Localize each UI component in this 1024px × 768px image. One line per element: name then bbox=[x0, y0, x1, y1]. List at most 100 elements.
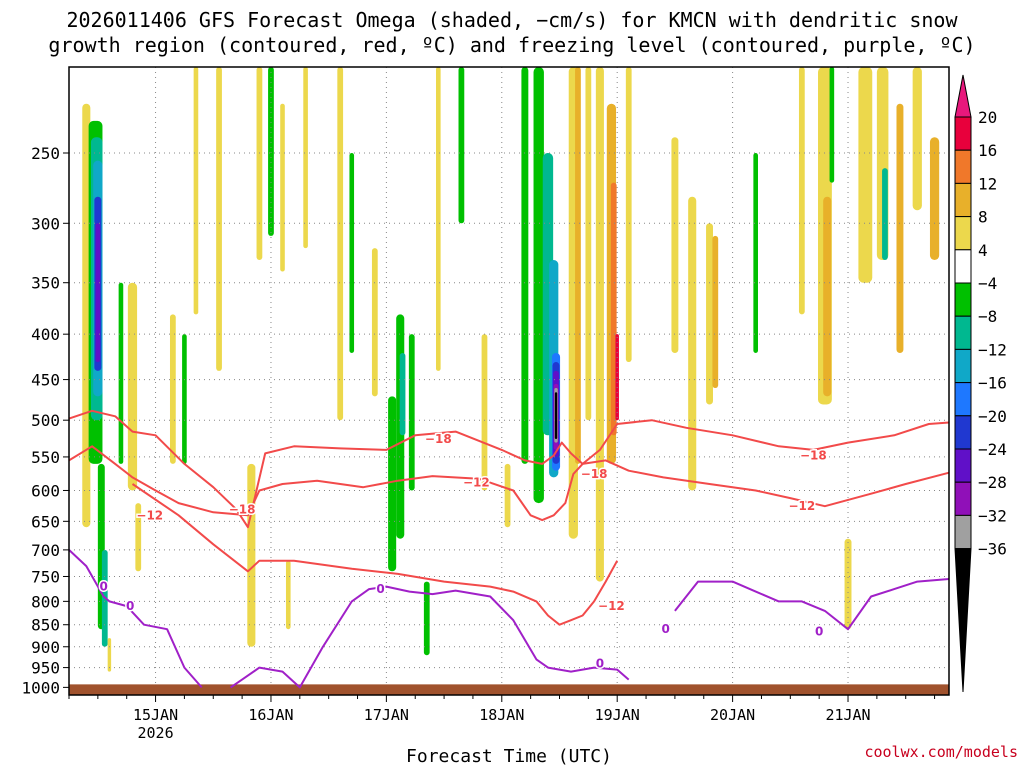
colorbar-bin bbox=[954, 282, 972, 317]
plot-frame bbox=[68, 66, 950, 696]
omega-patch bbox=[625, 67, 632, 363]
credit-link[interactable]: coolwx.com/models bbox=[864, 743, 1018, 761]
y-tick-label: 950 bbox=[31, 659, 60, 678]
omega-patch bbox=[823, 196, 832, 397]
omega-patch bbox=[575, 67, 581, 464]
omega-patch bbox=[858, 67, 873, 283]
omega-patch bbox=[169, 314, 176, 464]
colorbar-label: −28 bbox=[978, 473, 1007, 492]
x-tick-label: 20JAN bbox=[710, 706, 755, 724]
omega-patch bbox=[533, 67, 544, 504]
contour-label: −18 bbox=[229, 502, 256, 516]
y-tick-label: 1000 bbox=[21, 678, 60, 697]
contour-line bbox=[674, 578, 950, 631]
y-tick-label: 450 bbox=[31, 371, 60, 390]
y-axis-ticks: 250 300 350 400 450 500 550 600 650 700 750 800 850 9… bbox=[21, 144, 69, 697]
contour-label: 0 bbox=[376, 582, 384, 596]
colorbar-label: −36 bbox=[978, 540, 1007, 559]
omega-patch bbox=[268, 67, 274, 236]
colorbar-bin bbox=[954, 149, 972, 184]
colorbar-bin bbox=[954, 348, 972, 384]
contour-label: −12 bbox=[463, 476, 490, 490]
colorbar-bin bbox=[954, 481, 972, 516]
omega-patch bbox=[882, 168, 888, 261]
omega-patch bbox=[504, 463, 511, 528]
contour-line bbox=[68, 409, 950, 529]
omega-patch bbox=[671, 137, 679, 353]
omega-patch bbox=[688, 196, 697, 491]
colorbar-label: −32 bbox=[978, 506, 1007, 525]
ground-layer bbox=[69, 684, 949, 695]
x-tick-label: 21JAN bbox=[825, 706, 870, 724]
colorbar-label: −8 bbox=[978, 307, 997, 326]
colorbar-bin bbox=[954, 182, 972, 218]
omega-patch bbox=[371, 248, 378, 397]
x-tick-label: 16JAN bbox=[248, 706, 293, 724]
omega-patch bbox=[610, 182, 617, 436]
x-tick-label: 17JAN bbox=[364, 706, 409, 724]
omega-patch bbox=[135, 503, 142, 572]
omega-patch bbox=[554, 392, 558, 439]
x-axis-label: Forecast Time (UTC) bbox=[406, 746, 612, 767]
x-tick-sublabel: 2026 bbox=[137, 724, 173, 742]
omega-patch bbox=[844, 538, 852, 630]
ground-fill bbox=[69, 684, 949, 695]
y-tick-label: 250 bbox=[31, 144, 60, 163]
omega-patch bbox=[408, 334, 415, 491]
omega-patch bbox=[182, 334, 187, 464]
omega-patch bbox=[912, 67, 922, 211]
omega-patch bbox=[798, 67, 805, 315]
contour-label: 0 bbox=[815, 624, 823, 638]
y-tick-label: 300 bbox=[31, 214, 60, 233]
x-tick-label: 15JAN bbox=[133, 706, 178, 724]
contour-labels: −12 −18 −18 −12 −18 −12 −18 −12 0 0 0 0 0 0 bbox=[98, 430, 828, 672]
colorbar-bin bbox=[954, 514, 972, 550]
omega-patch bbox=[595, 67, 604, 582]
omega-patch bbox=[256, 67, 263, 261]
omega-patch bbox=[521, 67, 529, 464]
y-tick-label: 850 bbox=[31, 616, 60, 635]
chart-title-line1: 2026011406 GFS Forecast Omega (shaded, −… bbox=[66, 8, 958, 32]
omega-patch bbox=[706, 223, 713, 405]
y-tick-label: 400 bbox=[31, 325, 60, 344]
y-tick-label: 700 bbox=[31, 541, 60, 560]
omega-shading bbox=[82, 67, 940, 672]
y-tick-label: 600 bbox=[31, 481, 60, 500]
omega-patch bbox=[193, 67, 199, 315]
colorbar-bin bbox=[954, 216, 972, 251]
omega-patch bbox=[896, 103, 904, 353]
x-tick-label: 18JAN bbox=[479, 706, 524, 724]
omega-patch bbox=[107, 638, 112, 672]
omega-patch bbox=[247, 463, 256, 647]
colorbar-bin bbox=[954, 415, 972, 450]
colorbar: 20 16 12 8 4 −4 −8 −12 −16 −20 −24 −28 −32 −36 bbox=[954, 74, 1007, 693]
contour-label: −18 bbox=[581, 467, 608, 481]
chart-title-line2: growth region (contoured, red, ºC) and f… bbox=[48, 33, 975, 57]
omega-patch bbox=[127, 282, 138, 491]
contour-lines bbox=[68, 409, 950, 689]
contour-label: −12 bbox=[788, 499, 815, 513]
contour-label: −18 bbox=[800, 449, 827, 463]
colorbar-label: −12 bbox=[978, 340, 1007, 359]
colorbar-bottom-arrow bbox=[954, 548, 972, 693]
colorbar-bin bbox=[954, 249, 972, 284]
y-tick-label: 800 bbox=[31, 592, 60, 611]
colorbar-label: 8 bbox=[978, 208, 988, 227]
omega-patch bbox=[712, 235, 719, 389]
colorbar-label: 20 bbox=[978, 108, 997, 127]
y-tick-label: 900 bbox=[31, 638, 60, 657]
contour-label: −12 bbox=[598, 599, 625, 613]
colorbar-label: −16 bbox=[978, 374, 1007, 393]
omega-patch bbox=[82, 103, 91, 528]
omega-patch bbox=[423, 581, 430, 656]
contour-line bbox=[230, 585, 630, 689]
contour-line bbox=[131, 483, 619, 626]
omega-patch bbox=[436, 67, 441, 371]
colorbar-label: 12 bbox=[978, 174, 997, 193]
omega-patch bbox=[216, 67, 222, 371]
omega-patch bbox=[303, 67, 308, 249]
y-tick-label: 550 bbox=[31, 448, 60, 467]
colorbar-bin bbox=[954, 448, 972, 483]
omega-patch bbox=[349, 153, 355, 353]
